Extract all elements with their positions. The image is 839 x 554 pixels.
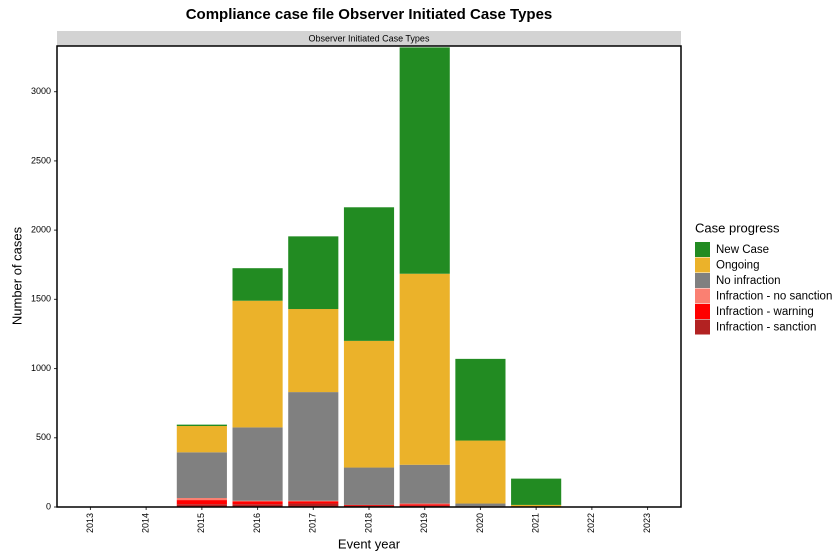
bar-segment (343, 340, 395, 468)
strip-label: Observer Initiated Case Types (309, 33, 430, 43)
x-tick-label: 2018 (363, 513, 373, 533)
y-tick-label: 2500 (31, 155, 51, 165)
bar-segment (232, 427, 283, 501)
y-tick-label: 1000 (31, 363, 51, 373)
legend-swatch (695, 242, 710, 257)
bar-segment (288, 503, 339, 507)
bar-segment (455, 440, 506, 504)
bar-segment (288, 236, 339, 310)
bar-segment (455, 358, 506, 441)
legend-label: No infraction (716, 275, 781, 287)
y-tick-label: 0 (46, 501, 51, 511)
legend-swatch (695, 304, 710, 319)
x-tick-label: 2023 (642, 513, 652, 533)
bar-segment (343, 467, 395, 505)
bar-segment (288, 309, 339, 393)
legend-swatch (695, 273, 710, 288)
x-tick-label: 2015 (196, 513, 206, 533)
bar-segment (176, 498, 227, 501)
bar-segment (288, 500, 339, 502)
bar-segment (176, 426, 227, 453)
y-tick-label: 1500 (31, 294, 51, 304)
bar-segment (232, 300, 283, 428)
bar-segment (399, 273, 450, 465)
y-tick-label: 500 (36, 432, 51, 442)
bar-segment (176, 500, 227, 505)
strip (57, 31, 681, 46)
bar-segment (511, 478, 562, 505)
x-tick-label: 2013 (85, 513, 95, 533)
bar-segment (288, 392, 339, 501)
bar-segment (288, 501, 339, 504)
bar-segment (511, 504, 562, 507)
legend-label: Infraction - no sanction (716, 291, 832, 303)
x-tick-label: 2017 (308, 513, 318, 533)
bar-segment (232, 501, 283, 505)
y-axis-label: Number of cases (9, 226, 24, 325)
bar-segment (176, 424, 227, 427)
bar-segment (455, 503, 506, 507)
legend-label: Ongoing (716, 260, 759, 272)
bar-segment (232, 268, 283, 301)
bar-segment (399, 503, 450, 505)
bar-segment (232, 500, 283, 502)
legend-swatch (695, 288, 710, 304)
bar-segment (176, 452, 227, 499)
x-tick-label: 2019 (419, 513, 429, 533)
legend-label: New Case (716, 244, 769, 256)
x-axis-label: Event year (338, 536, 401, 551)
bar-segment (399, 504, 450, 506)
bar-segment (399, 464, 450, 504)
legend-label: Infraction - sanction (716, 322, 816, 334)
bar-segment (399, 47, 450, 274)
x-tick-label: 2014 (141, 513, 151, 533)
bar-segment (232, 504, 283, 507)
x-tick-label: 2016 (252, 513, 262, 533)
y-tick-label: 2000 (31, 224, 51, 234)
legend-label: Infraction - warning (716, 306, 814, 318)
bar-segment (343, 504, 395, 506)
bar-segment (343, 207, 395, 341)
legend-swatch (695, 319, 710, 335)
legend-swatch (695, 257, 710, 273)
y-tick-label: 3000 (31, 86, 51, 96)
chart-title: Compliance case file Observer Initiated … (186, 6, 553, 23)
x-tick-label: 2022 (586, 513, 596, 533)
x-tick-label: 2020 (475, 513, 485, 533)
bar-segment (176, 504, 227, 507)
panel-border (56, 45, 682, 508)
legend-title: Case progress (695, 220, 780, 235)
x-tick-label: 2021 (531, 513, 541, 533)
